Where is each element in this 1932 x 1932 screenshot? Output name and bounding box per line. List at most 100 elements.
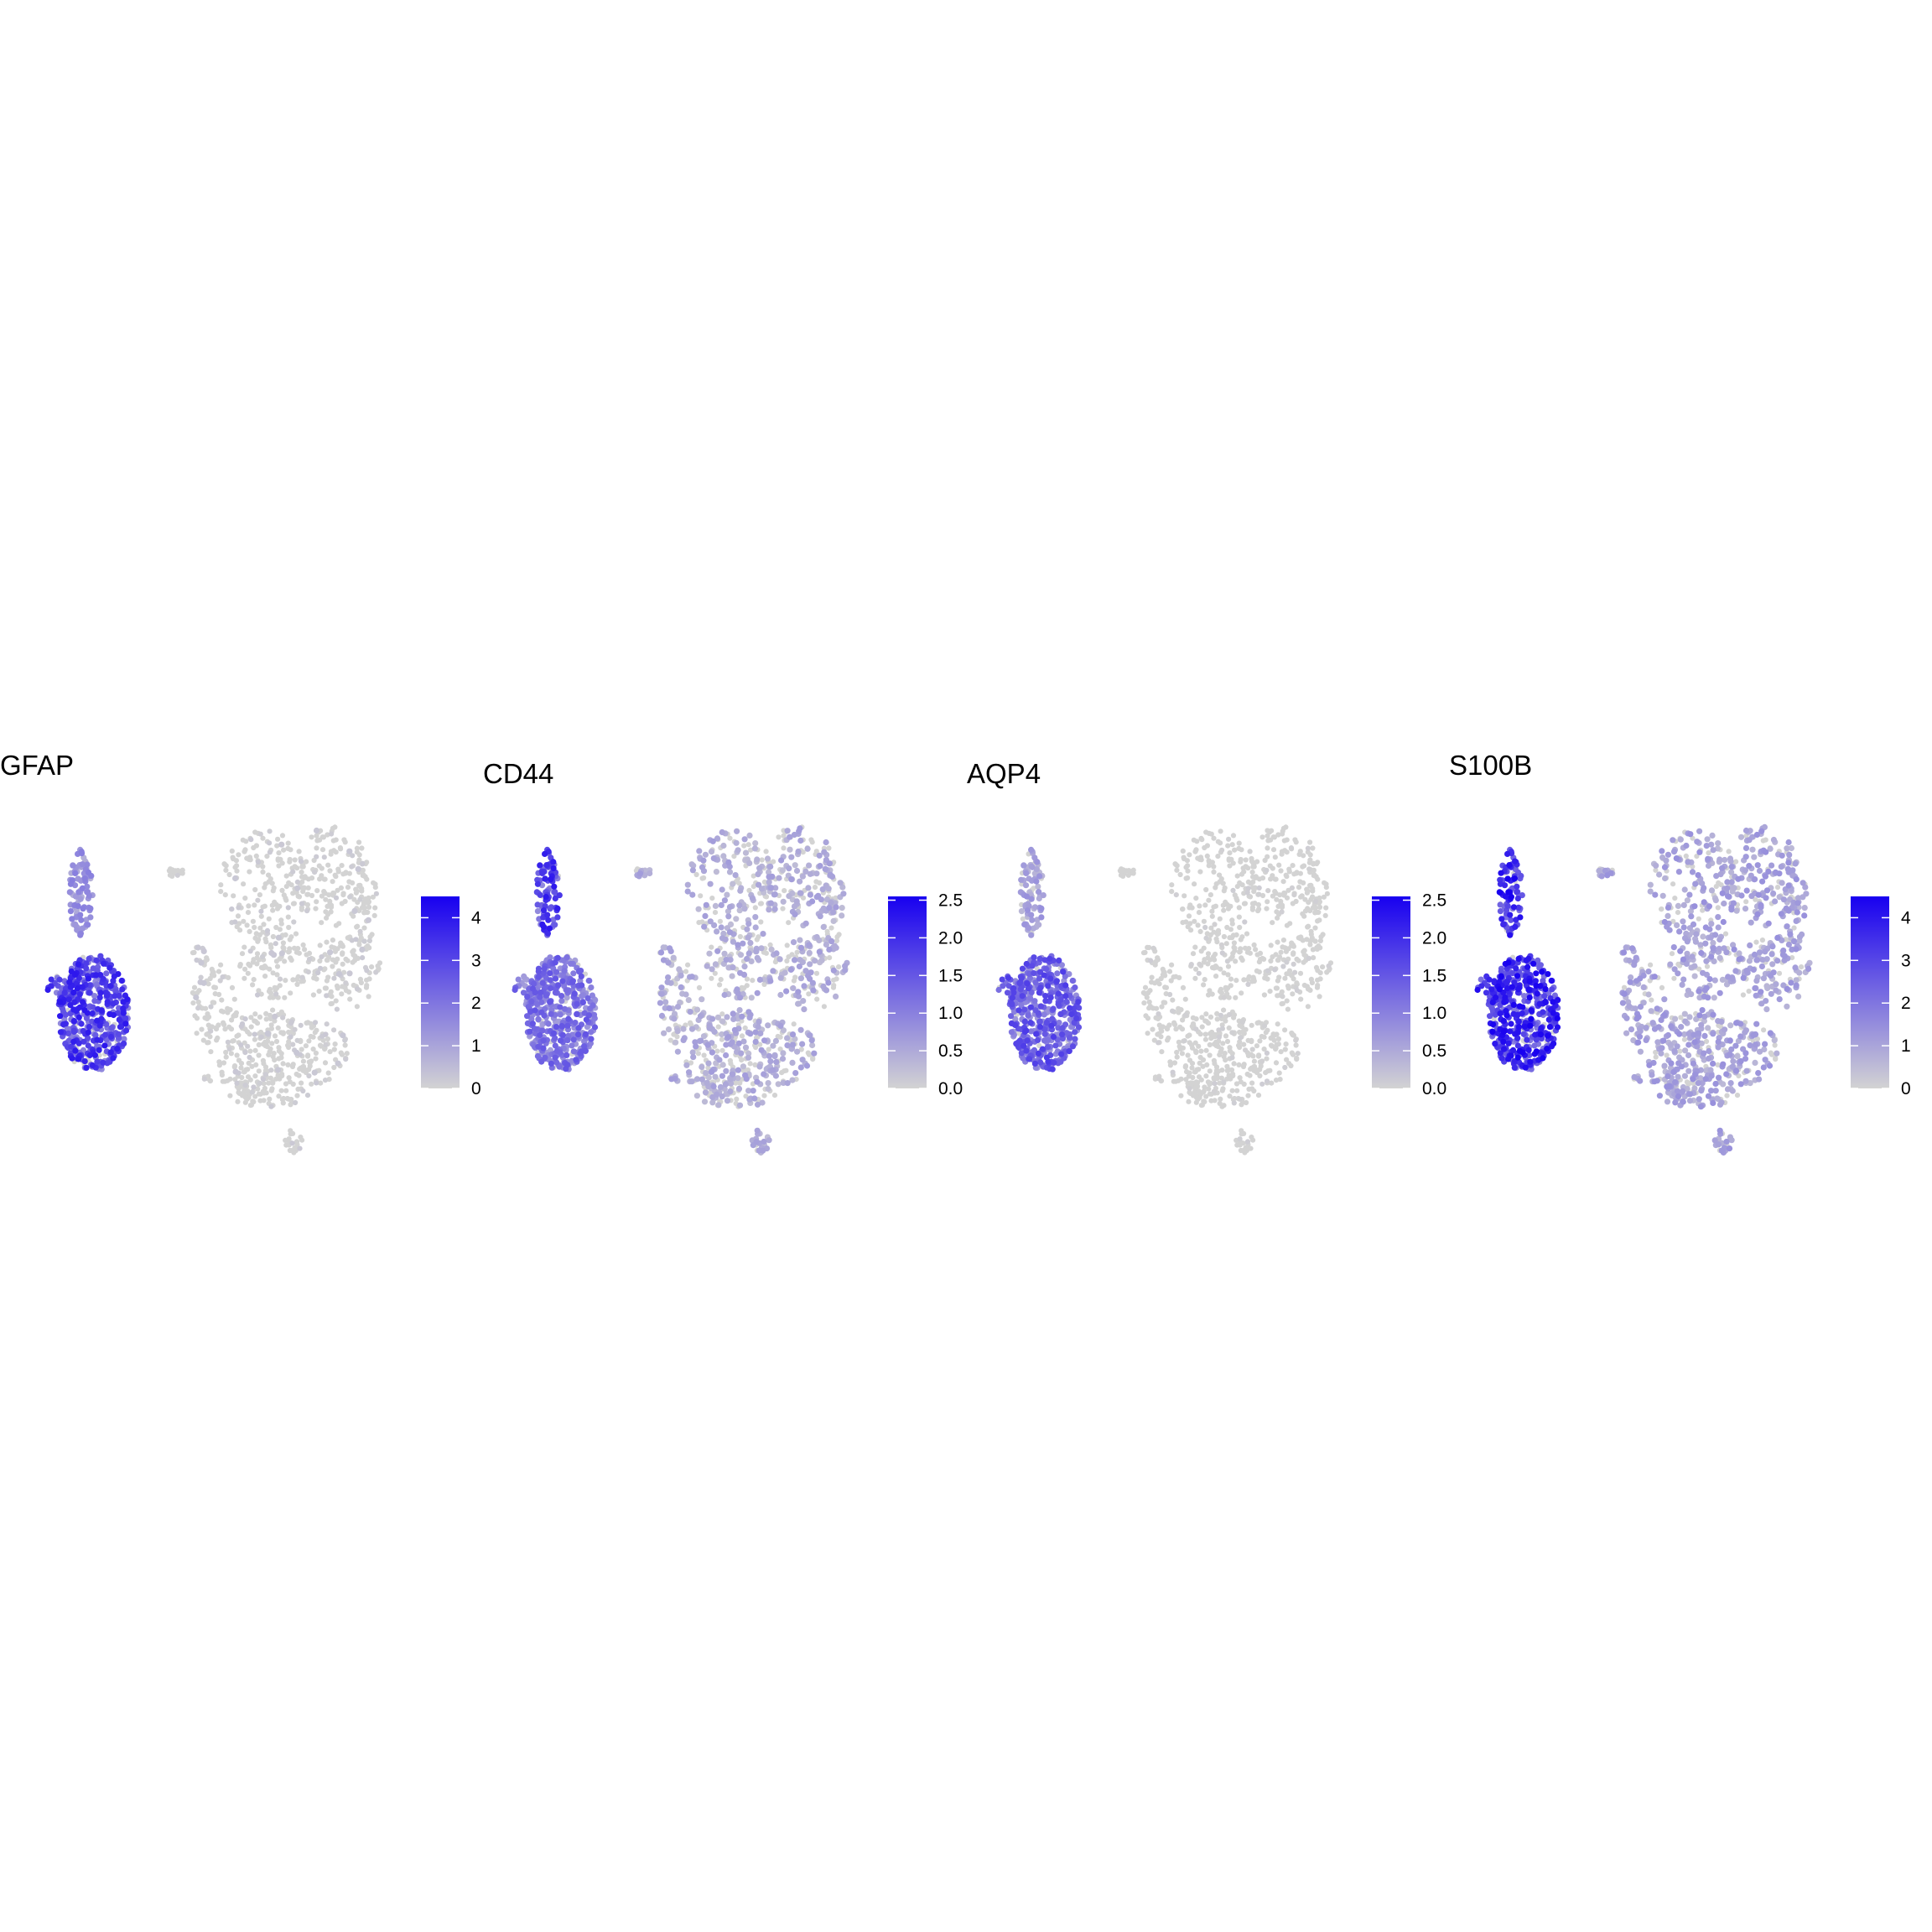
cell-point: [1221, 1053, 1227, 1060]
cell-point: [1232, 945, 1238, 951]
cell-point: [238, 1065, 244, 1071]
cell-point: [716, 1057, 723, 1063]
cell-point: [262, 1072, 268, 1078]
cell-point: [339, 991, 345, 997]
cell-point: [283, 932, 288, 937]
cell-point: [1681, 1036, 1687, 1042]
cell-point: [1075, 999, 1082, 1005]
cell-point: [684, 888, 691, 895]
cell-point: [1192, 1040, 1198, 1046]
cell-point: [313, 827, 320, 834]
cell-point: [79, 984, 86, 990]
cell-point: [207, 1034, 213, 1040]
cell-point: [1294, 956, 1300, 962]
cell-point: [1192, 849, 1198, 854]
cell-point: [98, 1007, 105, 1014]
cell-point: [550, 865, 557, 871]
cell-point: [564, 954, 570, 961]
cell-point: [190, 1000, 196, 1006]
cell-point: [57, 1013, 64, 1020]
cell-point: [699, 1076, 705, 1083]
cell-point: [1275, 832, 1281, 838]
cell-point: [221, 1020, 226, 1026]
cell-point: [1256, 885, 1262, 891]
cell-point: [97, 989, 104, 996]
cell-point: [300, 942, 306, 948]
cell-point: [797, 1026, 804, 1033]
cell-point: [278, 1088, 284, 1093]
cell-point: [794, 949, 800, 955]
cell-point: [304, 859, 309, 865]
cell-point: [1193, 1016, 1199, 1022]
cell-point: [253, 1062, 259, 1067]
cell-point: [842, 967, 849, 974]
cell-point: [288, 1128, 293, 1134]
cell-point: [1776, 970, 1783, 976]
cell-point: [253, 853, 259, 859]
cell-point: [1283, 1041, 1289, 1047]
cell-point: [744, 983, 750, 989]
cell-point: [723, 1052, 730, 1059]
cell-point: [701, 923, 708, 930]
cell-point: [1289, 1050, 1295, 1056]
cell-point: [699, 996, 705, 1003]
cell-point: [1244, 931, 1250, 937]
cell-point: [723, 957, 730, 963]
cell-point: [730, 938, 736, 945]
cell-point: [300, 864, 306, 870]
cell-point: [807, 961, 813, 968]
cell-point: [283, 978, 288, 984]
cell-point: [365, 943, 371, 949]
cell-point: [273, 958, 279, 964]
cell-point: [87, 905, 94, 911]
cell-point: [81, 1058, 88, 1065]
cell-point: [1173, 892, 1179, 898]
cell-point: [81, 875, 88, 882]
cell-point: [277, 927, 283, 932]
cell-point: [1041, 1011, 1047, 1018]
cell-point: [777, 1046, 783, 1052]
cell-point: [1280, 879, 1286, 885]
cell-point: [335, 946, 340, 952]
cell-point: [1211, 965, 1217, 971]
cell-point: [765, 1085, 771, 1093]
cell-point: [766, 1046, 771, 1052]
cell-point: [257, 1014, 263, 1020]
cell-point: [256, 1052, 262, 1058]
cell-point: [758, 919, 764, 925]
cell-point: [330, 937, 335, 943]
cell-point: [1203, 935, 1209, 941]
cell-point: [543, 894, 549, 901]
cell-point: [234, 924, 240, 930]
cell-point: [342, 1037, 348, 1043]
cell-point: [258, 1034, 264, 1040]
cell-point: [78, 850, 86, 857]
cell-point: [1209, 1029, 1215, 1036]
cell-point: [70, 1017, 77, 1025]
cell-point: [579, 982, 585, 989]
colorbar-tick-label: 0: [471, 1079, 481, 1098]
cell-point: [806, 949, 813, 956]
cell-point: [574, 1000, 580, 1007]
cell-point: [305, 885, 311, 891]
cell-point: [278, 841, 285, 848]
cell-point: [369, 964, 375, 970]
cell-point: [670, 954, 677, 961]
cell-point: [334, 1006, 340, 1012]
cell-point: [258, 991, 264, 997]
cell-point: [1267, 989, 1273, 995]
cell-point: [255, 938, 261, 944]
cell-point: [90, 1004, 96, 1010]
cell-point: [771, 891, 778, 898]
cell-point: [268, 1022, 274, 1028]
cell-point: [1225, 963, 1232, 969]
cell-point: [333, 922, 339, 928]
cell-point: [728, 1080, 735, 1087]
cell-point: [1067, 1005, 1073, 1011]
cell-point: [1149, 974, 1155, 980]
cell-point: [660, 944, 667, 951]
cell-point: [110, 1055, 117, 1062]
cell-point: [742, 1072, 749, 1078]
cell-point: [1188, 962, 1194, 968]
cell-point: [1208, 892, 1213, 898]
